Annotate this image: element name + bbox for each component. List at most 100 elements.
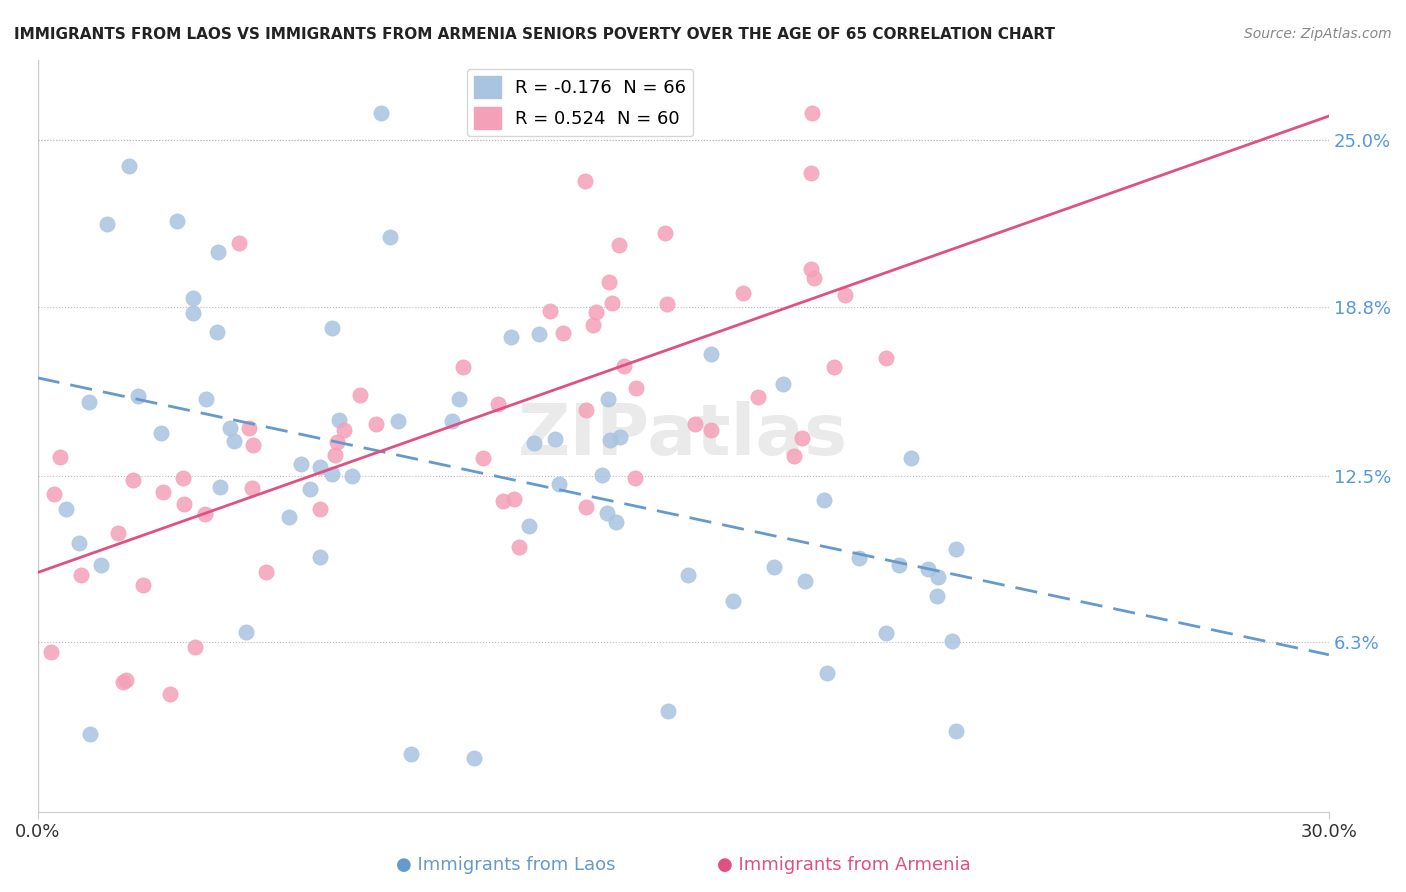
Point xyxy=(607,238,630,252)
Point xyxy=(222,434,245,448)
Point xyxy=(463,751,485,765)
Point xyxy=(792,431,814,445)
Point xyxy=(242,438,264,452)
Point xyxy=(800,166,823,180)
Point xyxy=(323,448,346,462)
Point xyxy=(585,305,607,319)
Point xyxy=(173,497,195,511)
Point xyxy=(945,541,967,556)
Point xyxy=(548,476,571,491)
Point xyxy=(574,174,596,188)
Point xyxy=(207,245,229,260)
Point xyxy=(399,747,422,761)
Point xyxy=(321,467,343,481)
Point xyxy=(523,436,546,450)
Point xyxy=(149,425,172,440)
Point xyxy=(613,359,636,374)
Point xyxy=(278,510,301,524)
Point xyxy=(79,727,101,741)
Point xyxy=(242,482,264,496)
Point xyxy=(815,665,838,680)
Point xyxy=(181,291,204,305)
Text: Source: ZipAtlas.com: Source: ZipAtlas.com xyxy=(1244,27,1392,41)
Point xyxy=(195,392,218,406)
Point xyxy=(44,487,66,501)
Point xyxy=(387,414,409,428)
Point xyxy=(508,540,530,554)
Point xyxy=(772,376,794,391)
Point xyxy=(349,387,371,401)
Point xyxy=(544,433,567,447)
Point xyxy=(453,360,475,375)
Point xyxy=(596,392,619,406)
Point xyxy=(848,551,870,566)
Point xyxy=(925,589,948,603)
Point xyxy=(96,217,118,231)
Point xyxy=(309,460,332,475)
Point xyxy=(228,236,250,251)
Point xyxy=(575,403,598,417)
Point xyxy=(308,550,330,565)
Point xyxy=(945,723,967,738)
Point xyxy=(875,351,897,365)
Point xyxy=(333,423,356,437)
Point xyxy=(449,392,471,407)
Point xyxy=(678,567,700,582)
Point xyxy=(364,417,387,431)
Point xyxy=(596,506,619,520)
Point xyxy=(700,423,723,437)
Point xyxy=(941,633,963,648)
Point xyxy=(747,390,769,404)
Point xyxy=(440,414,463,428)
Point xyxy=(172,471,194,485)
Point xyxy=(184,640,207,654)
Point xyxy=(600,296,623,310)
Point xyxy=(591,467,613,482)
Point xyxy=(793,574,815,589)
Point xyxy=(527,327,550,342)
Point xyxy=(70,567,93,582)
Point xyxy=(159,687,181,701)
Point xyxy=(624,381,647,395)
Point xyxy=(699,347,721,361)
Point xyxy=(801,106,824,120)
Point xyxy=(67,536,90,550)
Point xyxy=(551,326,574,340)
Point xyxy=(609,430,631,444)
Point xyxy=(599,434,621,448)
Point xyxy=(298,483,321,497)
Point xyxy=(499,330,522,344)
Point xyxy=(685,417,707,432)
Point xyxy=(55,502,77,516)
Legend: R = -0.176  N = 66, R = 0.524  N = 60: R = -0.176 N = 66, R = 0.524 N = 60 xyxy=(467,69,693,136)
Point xyxy=(235,624,257,639)
Text: IMMIGRANTS FROM LAOS VS IMMIGRANTS FROM ARMENIA SENIORS POVERTY OVER THE AGE OF : IMMIGRANTS FROM LAOS VS IMMIGRANTS FROM … xyxy=(14,27,1054,42)
Point xyxy=(370,106,392,120)
Point xyxy=(238,421,260,435)
Point xyxy=(308,501,330,516)
Point xyxy=(340,469,363,483)
Point xyxy=(813,493,835,508)
Point xyxy=(254,565,277,579)
Point xyxy=(152,484,174,499)
Point xyxy=(538,304,561,318)
Point xyxy=(219,421,242,435)
Point xyxy=(127,389,149,403)
Point xyxy=(328,413,350,427)
Point xyxy=(575,500,598,514)
Point xyxy=(121,473,143,487)
Point xyxy=(208,480,231,494)
Point xyxy=(762,559,785,574)
Point xyxy=(112,674,135,689)
Point xyxy=(889,558,911,572)
Point xyxy=(605,515,627,529)
Point xyxy=(49,450,72,465)
Point xyxy=(900,450,922,465)
Point xyxy=(624,470,647,484)
Point xyxy=(118,159,141,173)
Point xyxy=(90,558,112,573)
Point xyxy=(486,397,509,411)
Point xyxy=(783,449,806,463)
Point xyxy=(731,285,754,300)
Point xyxy=(205,326,228,340)
